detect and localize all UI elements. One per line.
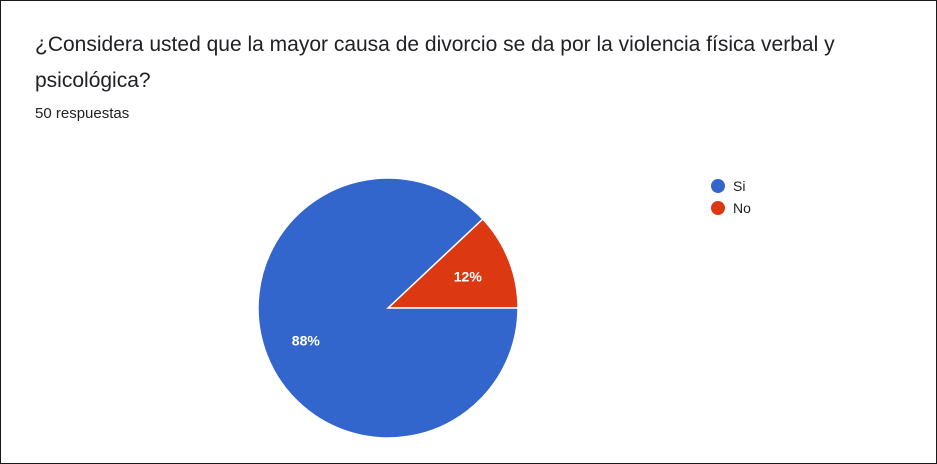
- legend-swatch-si: [711, 179, 725, 193]
- chart-legend: Si No: [711, 175, 751, 219]
- question-title: ¿Considera usted que la mayor causa de d…: [35, 33, 835, 92]
- legend-label-si: Si: [733, 178, 746, 194]
- legend-item-si[interactable]: Si: [711, 175, 751, 197]
- pie-slice-si[interactable]: [257, 177, 519, 439]
- pie-label-no: 12%: [454, 268, 483, 284]
- pie-labels: 12% 88%: [292, 268, 483, 348]
- pie-slices: [257, 177, 519, 439]
- pie-slice-no[interactable]: [386, 217, 519, 309]
- legend-swatch-no: [711, 201, 725, 215]
- pie-label-si: 88%: [292, 333, 321, 349]
- legend-item-no[interactable]: No: [711, 197, 751, 219]
- legend-label-no: No: [733, 200, 751, 216]
- response-count: 50 respuestas: [35, 105, 130, 122]
